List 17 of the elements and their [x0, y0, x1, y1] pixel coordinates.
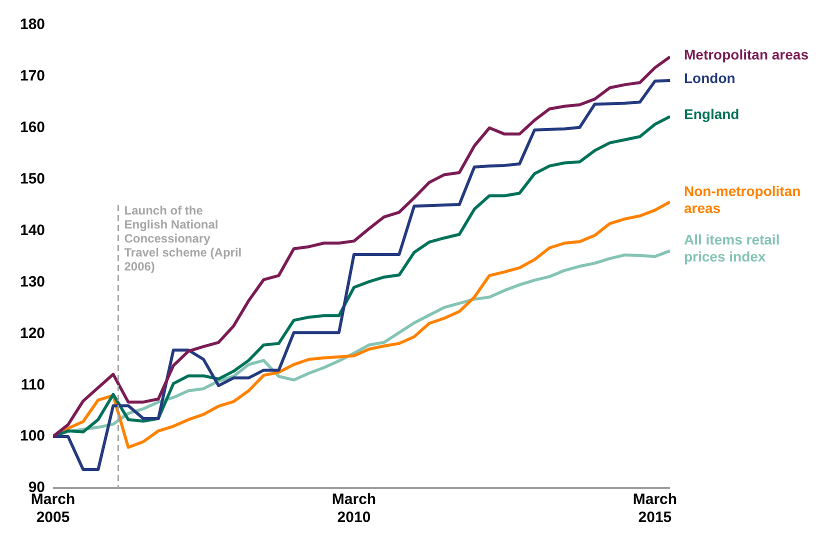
- series-label: England: [684, 106, 740, 122]
- y-tick-label: 110: [20, 376, 46, 394]
- ref-line-label: Launch of the English National Concessionary Travel scheme (April 2006): [124, 203, 242, 274]
- series-label: All items retail prices index: [684, 232, 780, 265]
- y-tick-label: 100: [20, 428, 46, 445]
- y-tick-label: 130: [20, 273, 46, 290]
- y-tick-label: 170: [20, 68, 46, 85]
- y-tick-label: 120: [20, 324, 46, 342]
- series-label: London: [684, 70, 736, 86]
- y-tick-label: 140: [20, 222, 46, 239]
- y-tick-label: 150: [20, 170, 46, 188]
- x-tick-label: March 2010: [332, 491, 376, 526]
- y-tick-label: 160: [20, 119, 46, 136]
- series-label: Non-metropolitan areas: [684, 182, 801, 216]
- x-tick-label: March 2015: [632, 491, 678, 526]
- y-tick-label: 180: [20, 16, 46, 34]
- series-label: Metropolitan areas: [684, 46, 809, 62]
